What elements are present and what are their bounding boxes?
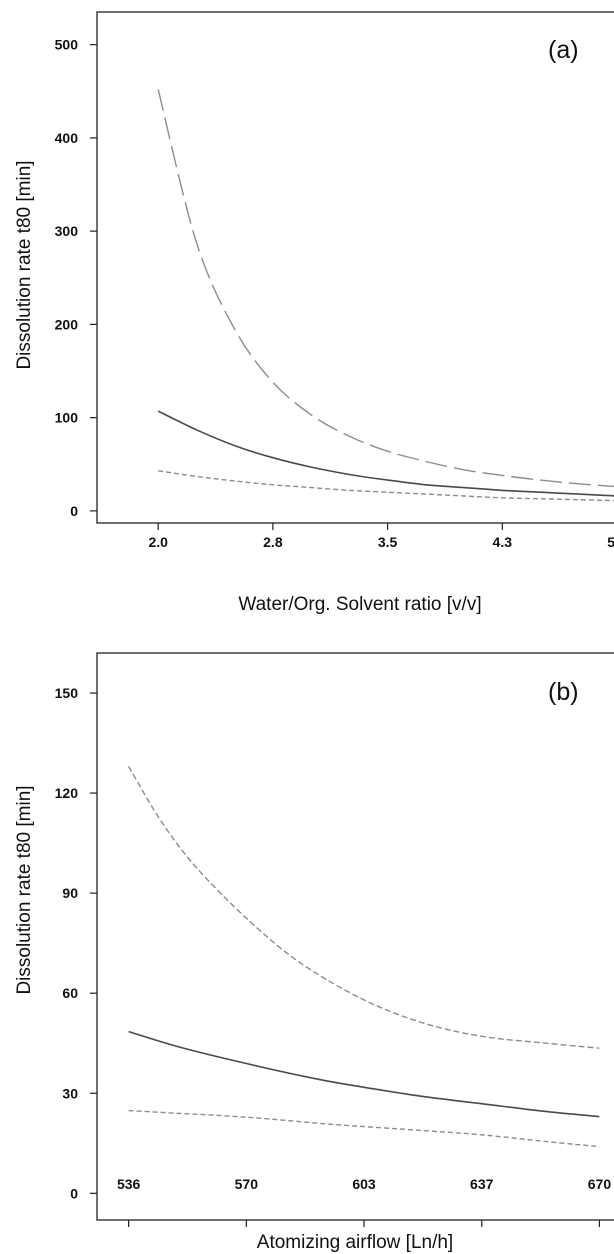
y-tick-label: 0 xyxy=(70,1185,78,1201)
panel-b-plot-frame xyxy=(96,652,614,1221)
series-lower-line xyxy=(158,470,614,502)
panel-a-y-axis-title: Dissolution rate t80 [min] xyxy=(14,160,35,369)
y-tick-label: 100 xyxy=(55,410,79,426)
x-tick-label: 5.0 xyxy=(607,534,614,550)
y-tick-label: 200 xyxy=(55,316,79,332)
x-tick-label: 536 xyxy=(117,1176,141,1192)
x-tick-label: 570 xyxy=(235,1176,259,1192)
series-fit-line xyxy=(157,410,614,497)
x-tick-label: 603 xyxy=(352,1176,376,1192)
series-upper-line xyxy=(157,89,614,488)
x-tick-label: 4.3 xyxy=(493,534,513,550)
y-tick-label: 120 xyxy=(55,785,79,801)
panel-b: (b) 0 30 60 90 120 150 536 570 603 637 670 Atomiz… xyxy=(14,652,614,1253)
series-lower-line xyxy=(128,1109,600,1148)
panel-b-x-axis-title: Atomizing airflow [Ln/h] xyxy=(257,1232,453,1253)
panel-b-x-axis: 536 570 603 637 670 xyxy=(117,1176,611,1227)
y-tick-label: 400 xyxy=(55,130,79,146)
panel-b-series-group xyxy=(127,766,600,1148)
y-tick-label: 0 xyxy=(70,503,78,519)
panel-b-label: (b) xyxy=(548,678,579,706)
y-tick-label: 90 xyxy=(62,885,78,901)
y-tick-label: 500 xyxy=(55,37,79,53)
y-tick-label: 300 xyxy=(55,223,79,239)
panel-a-x-axis: 2.0 2.8 3.5 4.3 5.0 xyxy=(148,523,614,550)
panel-b-y-axis: 0 30 60 90 120 150 xyxy=(55,685,97,1201)
panel-a-y-axis: 0 100 200 300 400 500 xyxy=(55,37,97,519)
series-fit-line xyxy=(128,1030,600,1118)
panel-a: (a) 0 100 200 300 400 500 2.0 2.8 3.5 4.3 5.0 Wat… xyxy=(14,11,614,615)
x-tick-label: 2.8 xyxy=(263,534,283,550)
y-tick-label: 150 xyxy=(55,685,79,701)
x-tick-label: 670 xyxy=(588,1176,612,1192)
panel-b-y-axis-title: Dissolution rate t80 [min] xyxy=(14,785,35,994)
x-tick-label: 2.0 xyxy=(148,534,168,550)
panel-a-series-group xyxy=(157,89,614,502)
y-tick-label: 30 xyxy=(62,1085,78,1101)
x-tick-label: 3.5 xyxy=(378,534,398,550)
y-tick-label: 60 xyxy=(62,985,78,1001)
x-tick-label: 637 xyxy=(470,1176,494,1192)
panel-a-x-axis-title: Water/Org. Solvent ratio [v/v] xyxy=(238,594,481,615)
panel-a-plot-frame xyxy=(96,11,614,524)
series-upper-line xyxy=(127,766,600,1049)
panel-a-label: (a) xyxy=(548,36,579,64)
